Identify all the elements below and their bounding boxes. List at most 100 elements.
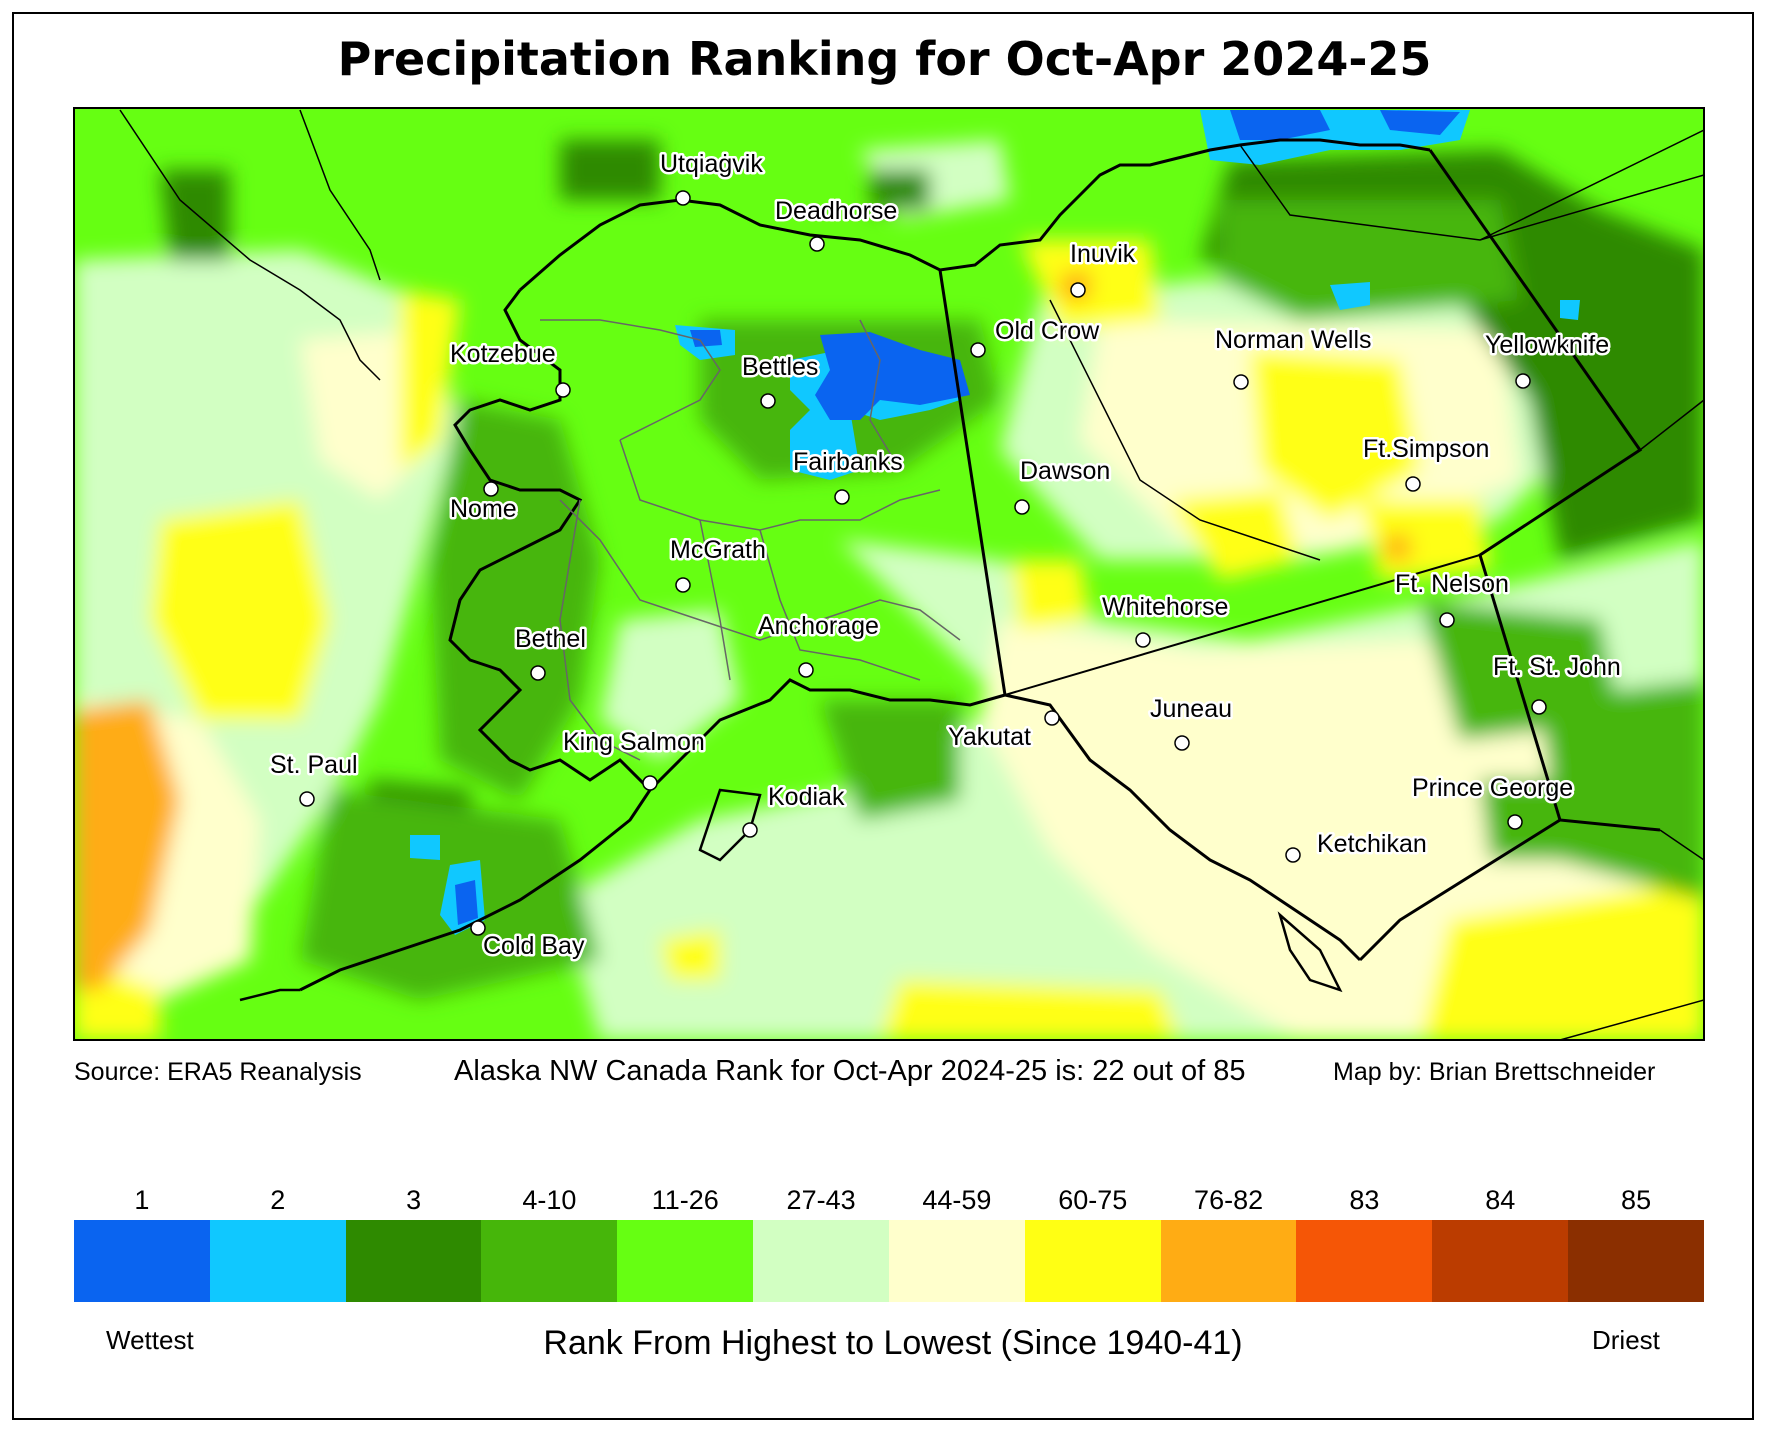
legend-swatch — [1296, 1220, 1433, 1302]
city-marker-dot — [1174, 735, 1190, 751]
city-label: Fairbanks — [793, 448, 903, 476]
data-source: Source: ERA5 Reanalysis — [74, 1058, 362, 1086]
legend-bin-label: 83 — [1349, 1185, 1380, 1215]
city-label: Ft.Simpson — [1363, 435, 1489, 463]
city-label: Ft. St. John — [1493, 653, 1621, 681]
city-ft-simpson: Ft.Simpson — [1361, 433, 1492, 492]
city-king-salmon: King Salmon — [561, 726, 707, 791]
city-label: Yakutat — [948, 723, 1031, 751]
city-marker-dot — [483, 481, 499, 497]
city-marker-dot — [555, 382, 571, 398]
city-label: Dawson — [1020, 457, 1110, 485]
city-marker-dot — [530, 665, 546, 681]
city-marker-dot — [1507, 814, 1523, 830]
city-marker-dot — [970, 342, 986, 358]
region-rank-summary: Alaska NW Canada Rank for Oct-Apr 2024-2… — [454, 1055, 1246, 1087]
city-marker-dot — [809, 236, 825, 252]
city-label: Kotzebue — [450, 340, 556, 368]
rank-field — [74, 140, 1704, 1040]
city-ketchikan: Ketchikan — [1285, 828, 1429, 863]
borough-lines — [540, 319, 961, 761]
city-marker-dot — [299, 791, 315, 807]
city-marker-dot — [1044, 710, 1060, 726]
legend-swatch — [481, 1220, 618, 1302]
city-marker-dot — [760, 393, 776, 409]
city-dawson: Dawson — [1014, 455, 1113, 515]
city-bettles: Bettles — [740, 351, 821, 409]
city-label: Utqiaġvik — [660, 150, 763, 178]
city-label: Juneau — [1150, 695, 1232, 723]
map-title: Precipitation Ranking for Oct-Apr 2024-2… — [337, 32, 1432, 86]
legend-bin-label: 84 — [1485, 1185, 1516, 1215]
city-label: Bethel — [515, 625, 586, 653]
city-marker-dot — [1070, 282, 1086, 298]
city-label: Old Crow — [995, 317, 1100, 345]
city-marker-dot — [675, 190, 691, 206]
city-utqia-vik: Utqiaġvik — [658, 148, 766, 206]
city-marker-dot — [1233, 374, 1249, 390]
boundaries — [119, 109, 1704, 1040]
legend-swatch — [1568, 1220, 1704, 1302]
legend-bin-label: 60-75 — [1058, 1185, 1128, 1215]
legend-swatch — [1160, 1220, 1297, 1302]
city-deadhorse: Deadhorse — [773, 195, 900, 252]
city-label: Deadhorse — [775, 197, 897, 225]
city-label: Kodiak — [768, 783, 845, 811]
city-marker-dot — [742, 822, 758, 838]
city-marker-dot — [675, 577, 691, 593]
legend-swatch — [74, 1220, 210, 1302]
city-label: Anchorage — [758, 612, 879, 640]
city-label: Bettles — [742, 353, 818, 381]
legend-swatch — [753, 1220, 889, 1302]
city-label: Ketchikan — [1317, 830, 1427, 858]
city-yellowknife: Yellowknife — [1483, 329, 1612, 389]
legend-title: Rank From Highest to Lowest (Since 1940-… — [543, 1324, 1243, 1362]
city-marker-dot — [1531, 699, 1547, 715]
city-ft-st-john: Ft. St. John — [1491, 651, 1623, 715]
city-bethel: Bethel — [513, 623, 588, 681]
city-kotzebue: Kotzebue — [448, 338, 571, 398]
city-label: McGrath — [670, 536, 766, 564]
wet-areas — [410, 110, 1580, 935]
city-st-paul: St. Paul — [268, 749, 360, 807]
city-marker-dot — [470, 920, 486, 936]
city-marker-dot — [834, 489, 850, 505]
legend-swatch — [888, 1220, 1025, 1302]
city-label: Nome — [450, 495, 517, 523]
legend-bin-label: 1 — [134, 1185, 150, 1215]
legend-wettest-label: Wettest — [106, 1325, 194, 1355]
legend-bin-label: 11-26 — [651, 1185, 719, 1215]
city-kodiak: Kodiak — [742, 781, 847, 838]
city-fairbanks: Fairbanks — [791, 446, 905, 505]
city-juneau: Juneau — [1148, 693, 1235, 751]
legend-swatch — [1432, 1220, 1569, 1302]
city-mcgrath: McGrath — [668, 534, 768, 593]
city-marker-dot — [1285, 847, 1301, 863]
legend-driest-label: Driest — [1592, 1325, 1660, 1355]
city-inuvik: Inuvik — [1068, 238, 1138, 298]
city-markers: Utqiaġvik Deadhorse Inuvik Old Crow Norman W… — [268, 148, 1624, 963]
map-border — [73, 107, 1705, 1041]
city-marker-dot — [1405, 476, 1421, 492]
city-marker-dot — [1135, 632, 1151, 648]
city-marker-dot — [642, 775, 658, 791]
city-label: Prince George — [1412, 774, 1573, 802]
legend-bin-label: 4-10 — [522, 1185, 577, 1215]
city-marker-dot — [1439, 612, 1455, 628]
legend-bin-label: 44-59 — [922, 1185, 992, 1215]
city-marker-dot — [798, 662, 814, 678]
map-credit: Map by: Brian Brettschneider — [1333, 1058, 1656, 1086]
color-legend — [74, 1220, 1704, 1302]
city-label: Cold Bay — [483, 932, 585, 960]
city-whitehorse: Whitehorse — [1100, 591, 1231, 648]
legend-bin-label: 2 — [270, 1185, 286, 1215]
city-cold-bay: Cold Bay — [470, 920, 587, 963]
city-label: Whitehorse — [1102, 593, 1228, 621]
city-label: St. Paul — [270, 751, 358, 779]
city-old-crow: Old Crow — [970, 315, 1103, 358]
legend-bin-label: 85 — [1621, 1185, 1652, 1215]
city-label: Norman Wells — [1215, 326, 1372, 354]
city-label: King Salmon — [563, 728, 705, 756]
city-marker-dot — [1014, 499, 1030, 515]
